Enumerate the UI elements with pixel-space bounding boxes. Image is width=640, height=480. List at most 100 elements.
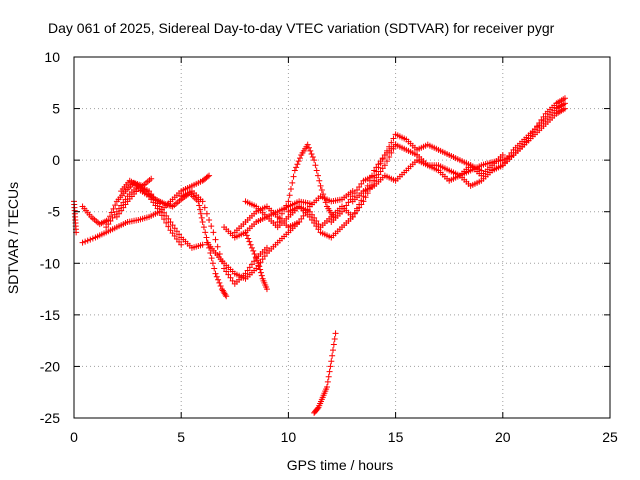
data-point: [221, 265, 228, 272]
data-point: [309, 154, 316, 161]
data-point: [298, 215, 305, 222]
data-point: [341, 205, 348, 212]
data-point: [386, 143, 393, 150]
data-point: [527, 132, 534, 139]
data-point: [253, 265, 260, 272]
data-point: [84, 237, 91, 244]
y-axis-title: SDTVAR / TECUs: [5, 182, 21, 294]
data-point: [358, 180, 365, 187]
data-point: [345, 199, 352, 206]
data-point: [318, 187, 325, 194]
data-point: [120, 204, 127, 211]
data-point: [561, 100, 568, 107]
data-point: [105, 221, 112, 228]
data-point: [356, 201, 363, 208]
data-point: [381, 151, 388, 158]
data-point: [390, 145, 397, 152]
data-point: [281, 206, 288, 213]
data-point: [252, 254, 259, 261]
data-point: [251, 251, 258, 258]
data-point: [529, 129, 536, 136]
data-point: [287, 186, 294, 193]
data-point: [208, 255, 215, 262]
data-point: [227, 274, 234, 281]
data-point: [351, 190, 358, 197]
data-point: [379, 156, 386, 163]
data-point: [308, 150, 315, 157]
data-point: [332, 330, 339, 337]
data-point: [311, 157, 318, 164]
data-point: [354, 187, 361, 194]
data-point: [379, 165, 386, 172]
y-tick-label: 10: [44, 49, 60, 65]
data-point: [173, 228, 180, 235]
data-point: [176, 231, 183, 238]
data-point: [116, 210, 123, 217]
data-point: [242, 270, 249, 277]
data-point: [314, 405, 321, 412]
data-point: [339, 208, 345, 215]
data-layer: [71, 95, 568, 416]
data-point: [329, 352, 336, 359]
x-tick-label: 15: [388, 429, 404, 445]
data-point: [248, 244, 255, 251]
data-point: [199, 198, 206, 205]
data-point: [245, 235, 252, 242]
data-point: [313, 167, 320, 174]
data-point: [329, 347, 336, 354]
data-point: [349, 213, 356, 220]
data-point: [87, 236, 94, 243]
data-point: [82, 238, 89, 245]
data-point: [296, 155, 303, 162]
data-point: [373, 174, 380, 181]
data-point: [313, 223, 320, 230]
data-point: [381, 162, 388, 169]
data-point: [343, 202, 350, 209]
data-point: [212, 236, 219, 243]
data-point: [223, 268, 230, 275]
y-tick-label: -20: [40, 358, 60, 374]
data-point: [210, 229, 217, 236]
data-point: [300, 212, 307, 219]
data-point: [322, 199, 329, 206]
data-point: [317, 182, 324, 189]
data-point: [384, 147, 391, 154]
data-point: [251, 258, 258, 265]
x-tick-label: 20: [495, 429, 511, 445]
data-point: [388, 149, 395, 156]
data-point: [274, 219, 281, 226]
data-point: [308, 216, 315, 223]
data-point: [201, 204, 208, 211]
data-point: [384, 158, 391, 165]
data-point: [206, 216, 213, 223]
data-point: [312, 162, 319, 169]
data-point: [247, 241, 254, 248]
data-point: [295, 158, 302, 165]
chart-title: Day 061 of 2025, Sidereal Day-to-day VTE…: [48, 20, 555, 36]
data-point: [199, 241, 206, 248]
data-point: [263, 286, 270, 293]
data-point: [254, 257, 261, 264]
data-point: [223, 293, 230, 300]
data-point: [315, 226, 322, 233]
data-point: [255, 260, 262, 267]
data-point: [158, 212, 165, 219]
data-point: [216, 279, 223, 286]
data-point: [259, 256, 266, 263]
data-point: [161, 216, 168, 223]
data-point: [349, 193, 356, 200]
data-point: [325, 373, 332, 380]
data-point: [165, 223, 172, 230]
data-point: [209, 260, 216, 267]
data-point: [200, 224, 207, 231]
data-point: [79, 239, 86, 246]
data-point: [307, 147, 314, 154]
data-point: [311, 220, 318, 227]
y-tick-label: 0: [52, 152, 60, 168]
data-point: [257, 269, 264, 276]
data-point: [525, 135, 532, 142]
data-point: [289, 179, 296, 186]
data-point: [154, 205, 161, 212]
